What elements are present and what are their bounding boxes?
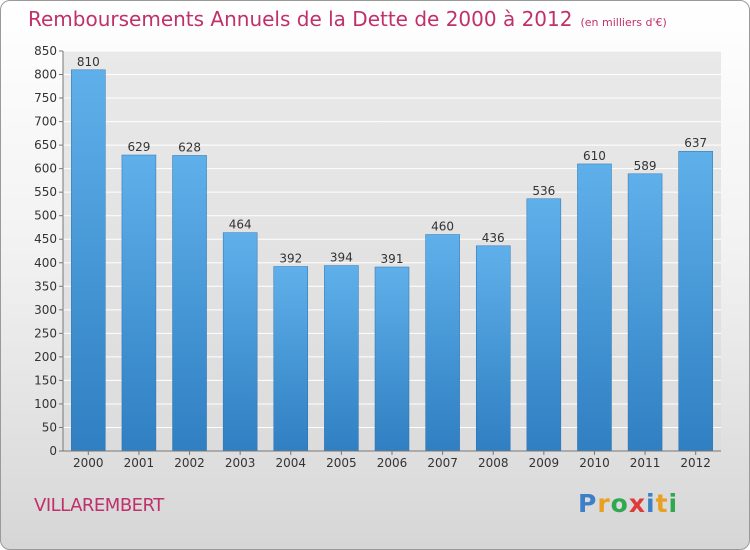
value-label: 629 (127, 140, 150, 154)
bar-2009 (526, 198, 562, 452)
value-label: 394 (330, 251, 353, 265)
logo-letter: P (578, 489, 598, 518)
value-label: 810 (77, 55, 100, 69)
y-tick-label: 550 (34, 185, 57, 199)
x-tick-label: 2001 (124, 456, 155, 470)
value-label: 536 (532, 184, 555, 198)
bar-2000 (71, 69, 106, 452)
value-label: 628 (178, 140, 201, 154)
bar-2008 (475, 245, 511, 452)
x-tick-label: 2000 (73, 456, 104, 470)
y-tick-label: 500 (34, 209, 57, 223)
y-tick-label: 700 (34, 115, 57, 129)
bar-2012 (678, 150, 713, 452)
bar-2001 (121, 154, 157, 452)
logo-letter: x (628, 489, 646, 518)
value-label: 589 (634, 159, 657, 173)
value-label: 392 (279, 252, 302, 266)
logo-letter: i (668, 489, 679, 518)
logo-letter: r (597, 489, 611, 518)
y-axis-labels: 0 50 100 150 200 250 300 350 400 450 500 550 600 650 7… (34, 44, 57, 458)
x-tick-label: 2007 (427, 456, 458, 470)
chart-title: Remboursements Annuels de la Dette de 20… (28, 7, 667, 31)
bar-2005 (324, 265, 359, 452)
x-tick-label: 2006 (377, 456, 408, 470)
bar-2007 (425, 234, 460, 452)
logo-letter: t (655, 489, 669, 518)
x-tick-label: 2003 (225, 456, 256, 470)
y-tick-label: 400 (34, 256, 57, 270)
y-tick-label: 750 (34, 91, 57, 105)
y-tick-label: 0 (49, 444, 57, 458)
value-label: 460 (431, 220, 454, 234)
value-label: 610 (583, 149, 606, 163)
y-tick-label: 150 (34, 373, 57, 387)
y-tick-label: 650 (34, 138, 57, 152)
y-tick-label: 300 (34, 303, 57, 317)
y-tick-label: 800 (34, 68, 57, 82)
logo-letter: i (646, 489, 656, 518)
x-tick-label: 2004 (275, 456, 306, 470)
value-label: 637 (684, 136, 707, 150)
bar-2006 (374, 266, 410, 452)
y-tick-label: 600 (34, 162, 57, 176)
value-label: 391 (381, 252, 404, 266)
y-tick-label: 850 (34, 44, 57, 58)
value-labels: 810 629 628 464 392 394 391 460 436 536 610 589 637 (77, 55, 707, 266)
bar-2003 (222, 232, 258, 452)
commune-name: VILLAREMBERT (34, 495, 164, 516)
chart-title-text: Remboursements Annuels de la Dette de 20… (28, 7, 573, 31)
y-tick-label: 250 (34, 326, 57, 340)
y-tick-label: 100 (34, 397, 57, 411)
y-tick-label: 350 (34, 279, 57, 293)
y-tick-label: 200 (34, 350, 57, 364)
x-tick-label: 2008 (478, 456, 509, 470)
x-tick-label: 2002 (174, 456, 205, 470)
x-axis-labels: 2000 2001 2002 2003 2004 2005 2006 2007 2008 2009… (73, 451, 711, 470)
x-tick-label: 2009 (529, 456, 560, 470)
proxiti-logo: Proxiti (578, 489, 678, 518)
x-tick-label: 2012 (680, 456, 711, 470)
bar-2004 (273, 266, 309, 452)
value-label: 464 (229, 218, 252, 232)
chart-subtitle: (en milliers d'€) (580, 16, 667, 29)
value-label: 436 (482, 231, 505, 245)
logo-letter: o (610, 489, 629, 518)
bar-2011 (627, 173, 663, 452)
bar-2002 (172, 155, 207, 452)
bars (71, 69, 713, 452)
y-tick-label: 50 (42, 420, 57, 434)
x-tick-label: 2010 (579, 456, 610, 470)
x-tick-label: 2011 (630, 456, 661, 470)
x-tick-label: 2005 (326, 456, 357, 470)
y-tick-label: 450 (34, 232, 57, 246)
bar-2010 (577, 163, 612, 452)
